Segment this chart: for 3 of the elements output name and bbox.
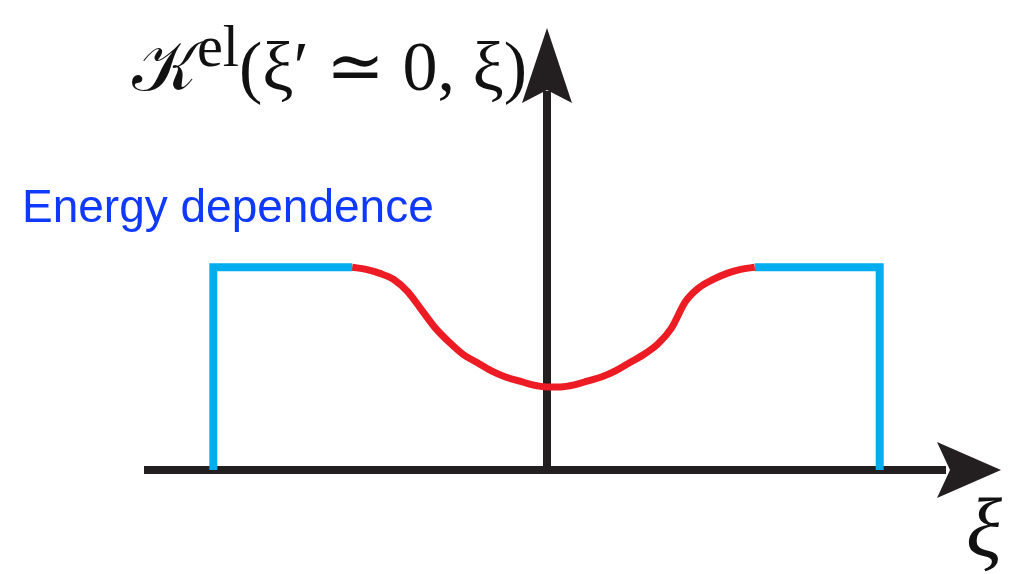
chart-title: Energy dependence	[22, 180, 434, 232]
x-axis-title: ξ	[966, 481, 1002, 574]
y-axis-title: 𝒦$^{el}$(ξ′ ≃ 0, ξ)	[131, 13, 527, 106]
